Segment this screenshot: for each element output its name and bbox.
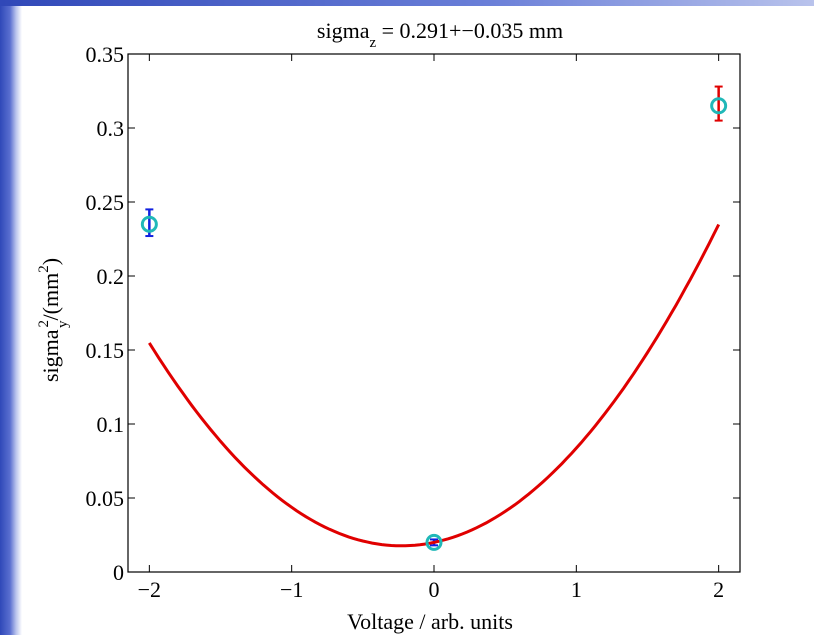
y-tick-label: 0.25: [86, 190, 125, 215]
x-tick-label: −1: [280, 577, 303, 602]
y-tick-label: 0.35: [86, 42, 125, 67]
y-tick-label: 0: [113, 560, 124, 585]
x-axis-title: Voltage / arb. units: [347, 609, 513, 634]
data-point: [710, 97, 728, 115]
x-tick-label: 0: [429, 577, 440, 602]
y-tick-label: 0.2: [97, 264, 125, 289]
y-axis-title: sigma2 y/(mm2): [36, 258, 71, 382]
slide-top-band: [0, 0, 814, 6]
y-tick-label: 0.1: [97, 412, 125, 437]
y-tick-label: 0.3: [97, 116, 125, 141]
fit-curve: [148, 223, 721, 548]
y-tick-label: 0.15: [86, 338, 125, 363]
data-point: [425, 533, 443, 551]
x-tick-label: −2: [138, 577, 161, 602]
plot-area: −2 −1 0 1 2 0 0.05 0.1 0.15 0.2 0.25 0.3 0.35: [86, 42, 741, 602]
y-tick-label: 0.05: [86, 486, 125, 511]
data-point: [140, 215, 158, 233]
x-tick-label: 2: [713, 577, 724, 602]
chart-title: sigmaz = 0.291+−0.035 mm: [317, 18, 563, 51]
plot-frame: [127, 53, 741, 573]
x-tick-label: 1: [571, 577, 582, 602]
